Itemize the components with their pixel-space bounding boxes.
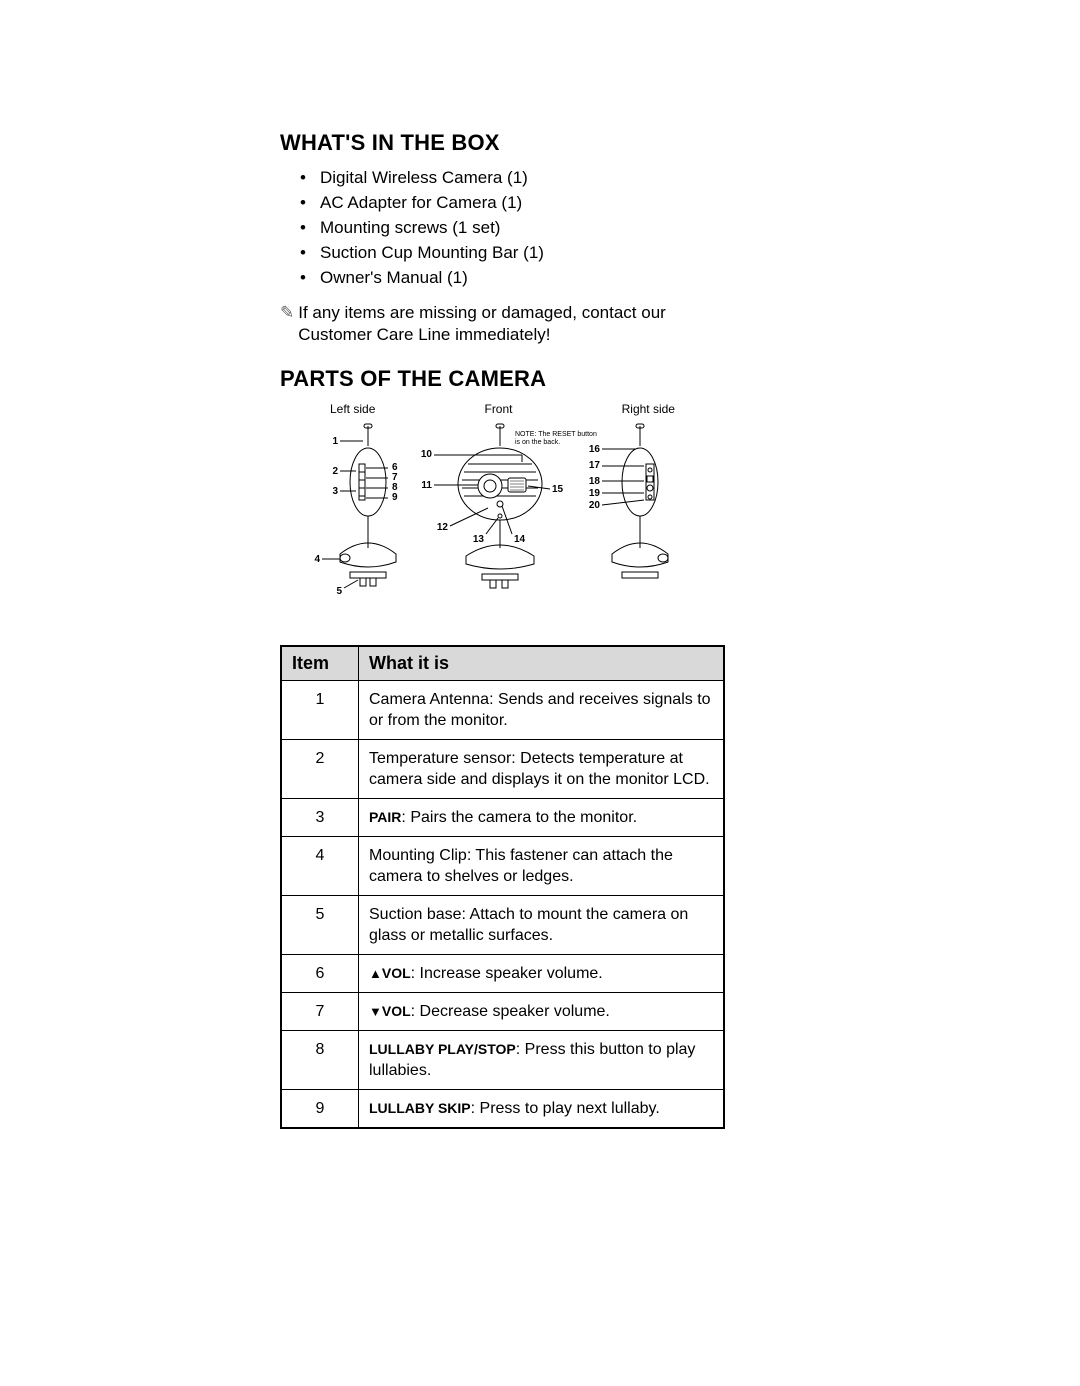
- table-row: 8LULLABY PLAY/STOP: Press this button to…: [281, 1031, 724, 1090]
- table-item-number: 7: [281, 993, 359, 1031]
- svg-text:4: 4: [314, 554, 320, 565]
- box-item: Digital Wireless Camera (1): [300, 166, 725, 190]
- note-icon: ✎: [280, 302, 294, 324]
- diagram-label-left: Left side: [330, 402, 375, 416]
- table-item-desc: Mounting Clip: This fastener can attach …: [359, 837, 725, 896]
- box-contents-list: Digital Wireless Camera (1) AC Adapter f…: [280, 166, 725, 290]
- table-item-number: 9: [281, 1090, 359, 1129]
- section-heading-parts: PARTS OF THE CAMERA: [280, 366, 725, 392]
- svg-text:2: 2: [332, 466, 338, 477]
- diagram-label-front: Front: [484, 402, 512, 416]
- svg-text:15: 15: [552, 484, 564, 495]
- table-item-desc: ▲VOL: Increase speaker volume.: [359, 955, 725, 993]
- reset-note-line2: is on the back.: [515, 439, 560, 446]
- table-item-number: 1: [281, 681, 359, 740]
- diagram-label-right: Right side: [622, 402, 675, 416]
- table-item-desc: Suction base: Attach to mount the camera…: [359, 896, 725, 955]
- table-item-number: 6: [281, 955, 359, 993]
- table-item-desc: PAIR: Pairs the camera to the monitor.: [359, 799, 725, 837]
- section-heading-box: WHAT'S IN THE BOX: [280, 130, 725, 156]
- table-item-number: 3: [281, 799, 359, 837]
- box-item: Owner's Manual (1): [300, 266, 725, 290]
- table-item-desc: Camera Antenna: Sends and receives signa…: [359, 681, 725, 740]
- table-item-number: 4: [281, 837, 359, 896]
- table-row: 2Temperature sensor: Detects temperature…: [281, 740, 724, 799]
- parts-table: Item What it is 1Camera Antenna: Sends a…: [280, 645, 725, 1129]
- table-item-desc: ▼VOL: Decrease speaker volume.: [359, 993, 725, 1031]
- table-header-what: What it is: [359, 646, 725, 681]
- table-row: 4Mounting Clip: This fastener can attach…: [281, 837, 724, 896]
- table-row: 3PAIR: Pairs the camera to the monitor.: [281, 799, 724, 837]
- table-row: 6▲VOL: Increase speaker volume.: [281, 955, 724, 993]
- camera-parts-svg: 1 2 3 4 5 6 7 8 9: [300, 422, 705, 627]
- svg-text:10: 10: [421, 449, 433, 460]
- svg-text:19: 19: [589, 488, 601, 499]
- svg-text:11: 11: [421, 480, 432, 491]
- svg-text:14: 14: [514, 534, 526, 545]
- svg-text:18: 18: [589, 476, 601, 487]
- table-row: 9LULLABY SKIP: Press to play next lullab…: [281, 1090, 724, 1129]
- table-item-desc: LULLABY PLAY/STOP: Press this button to …: [359, 1031, 725, 1090]
- svg-text:13: 13: [473, 534, 485, 545]
- camera-diagram: Left side Front Right side: [300, 402, 705, 627]
- svg-text:3: 3: [332, 486, 338, 497]
- box-item: Mounting screws (1 set): [300, 216, 725, 240]
- box-item: Suction Cup Mounting Bar (1): [300, 241, 725, 265]
- reset-note-line1: NOTE: The RESET button: [515, 431, 597, 438]
- table-item-desc: LULLABY SKIP: Press to play next lullaby…: [359, 1090, 725, 1129]
- box-item: AC Adapter for Camera (1): [300, 191, 725, 215]
- table-item-desc: Temperature sensor: Detects temperature …: [359, 740, 725, 799]
- table-row: 5Suction base: Attach to mount the camer…: [281, 896, 724, 955]
- note-text: If any items are missing or damaged, con…: [298, 302, 725, 346]
- table-row: 1Camera Antenna: Sends and receives sign…: [281, 681, 724, 740]
- svg-text:12: 12: [437, 522, 449, 533]
- table-item-number: 5: [281, 896, 359, 955]
- svg-text:5: 5: [336, 586, 342, 597]
- table-item-number: 2: [281, 740, 359, 799]
- svg-text:9: 9: [392, 492, 398, 503]
- table-header-item: Item: [281, 646, 359, 681]
- table-row: 7▼VOL: Decrease speaker volume.: [281, 993, 724, 1031]
- svg-text:17: 17: [589, 460, 601, 471]
- svg-text:1: 1: [332, 436, 338, 447]
- table-item-number: 8: [281, 1031, 359, 1090]
- missing-items-note: ✎ If any items are missing or damaged, c…: [280, 302, 725, 346]
- svg-text:20: 20: [589, 500, 601, 511]
- svg-text:16: 16: [589, 444, 601, 455]
